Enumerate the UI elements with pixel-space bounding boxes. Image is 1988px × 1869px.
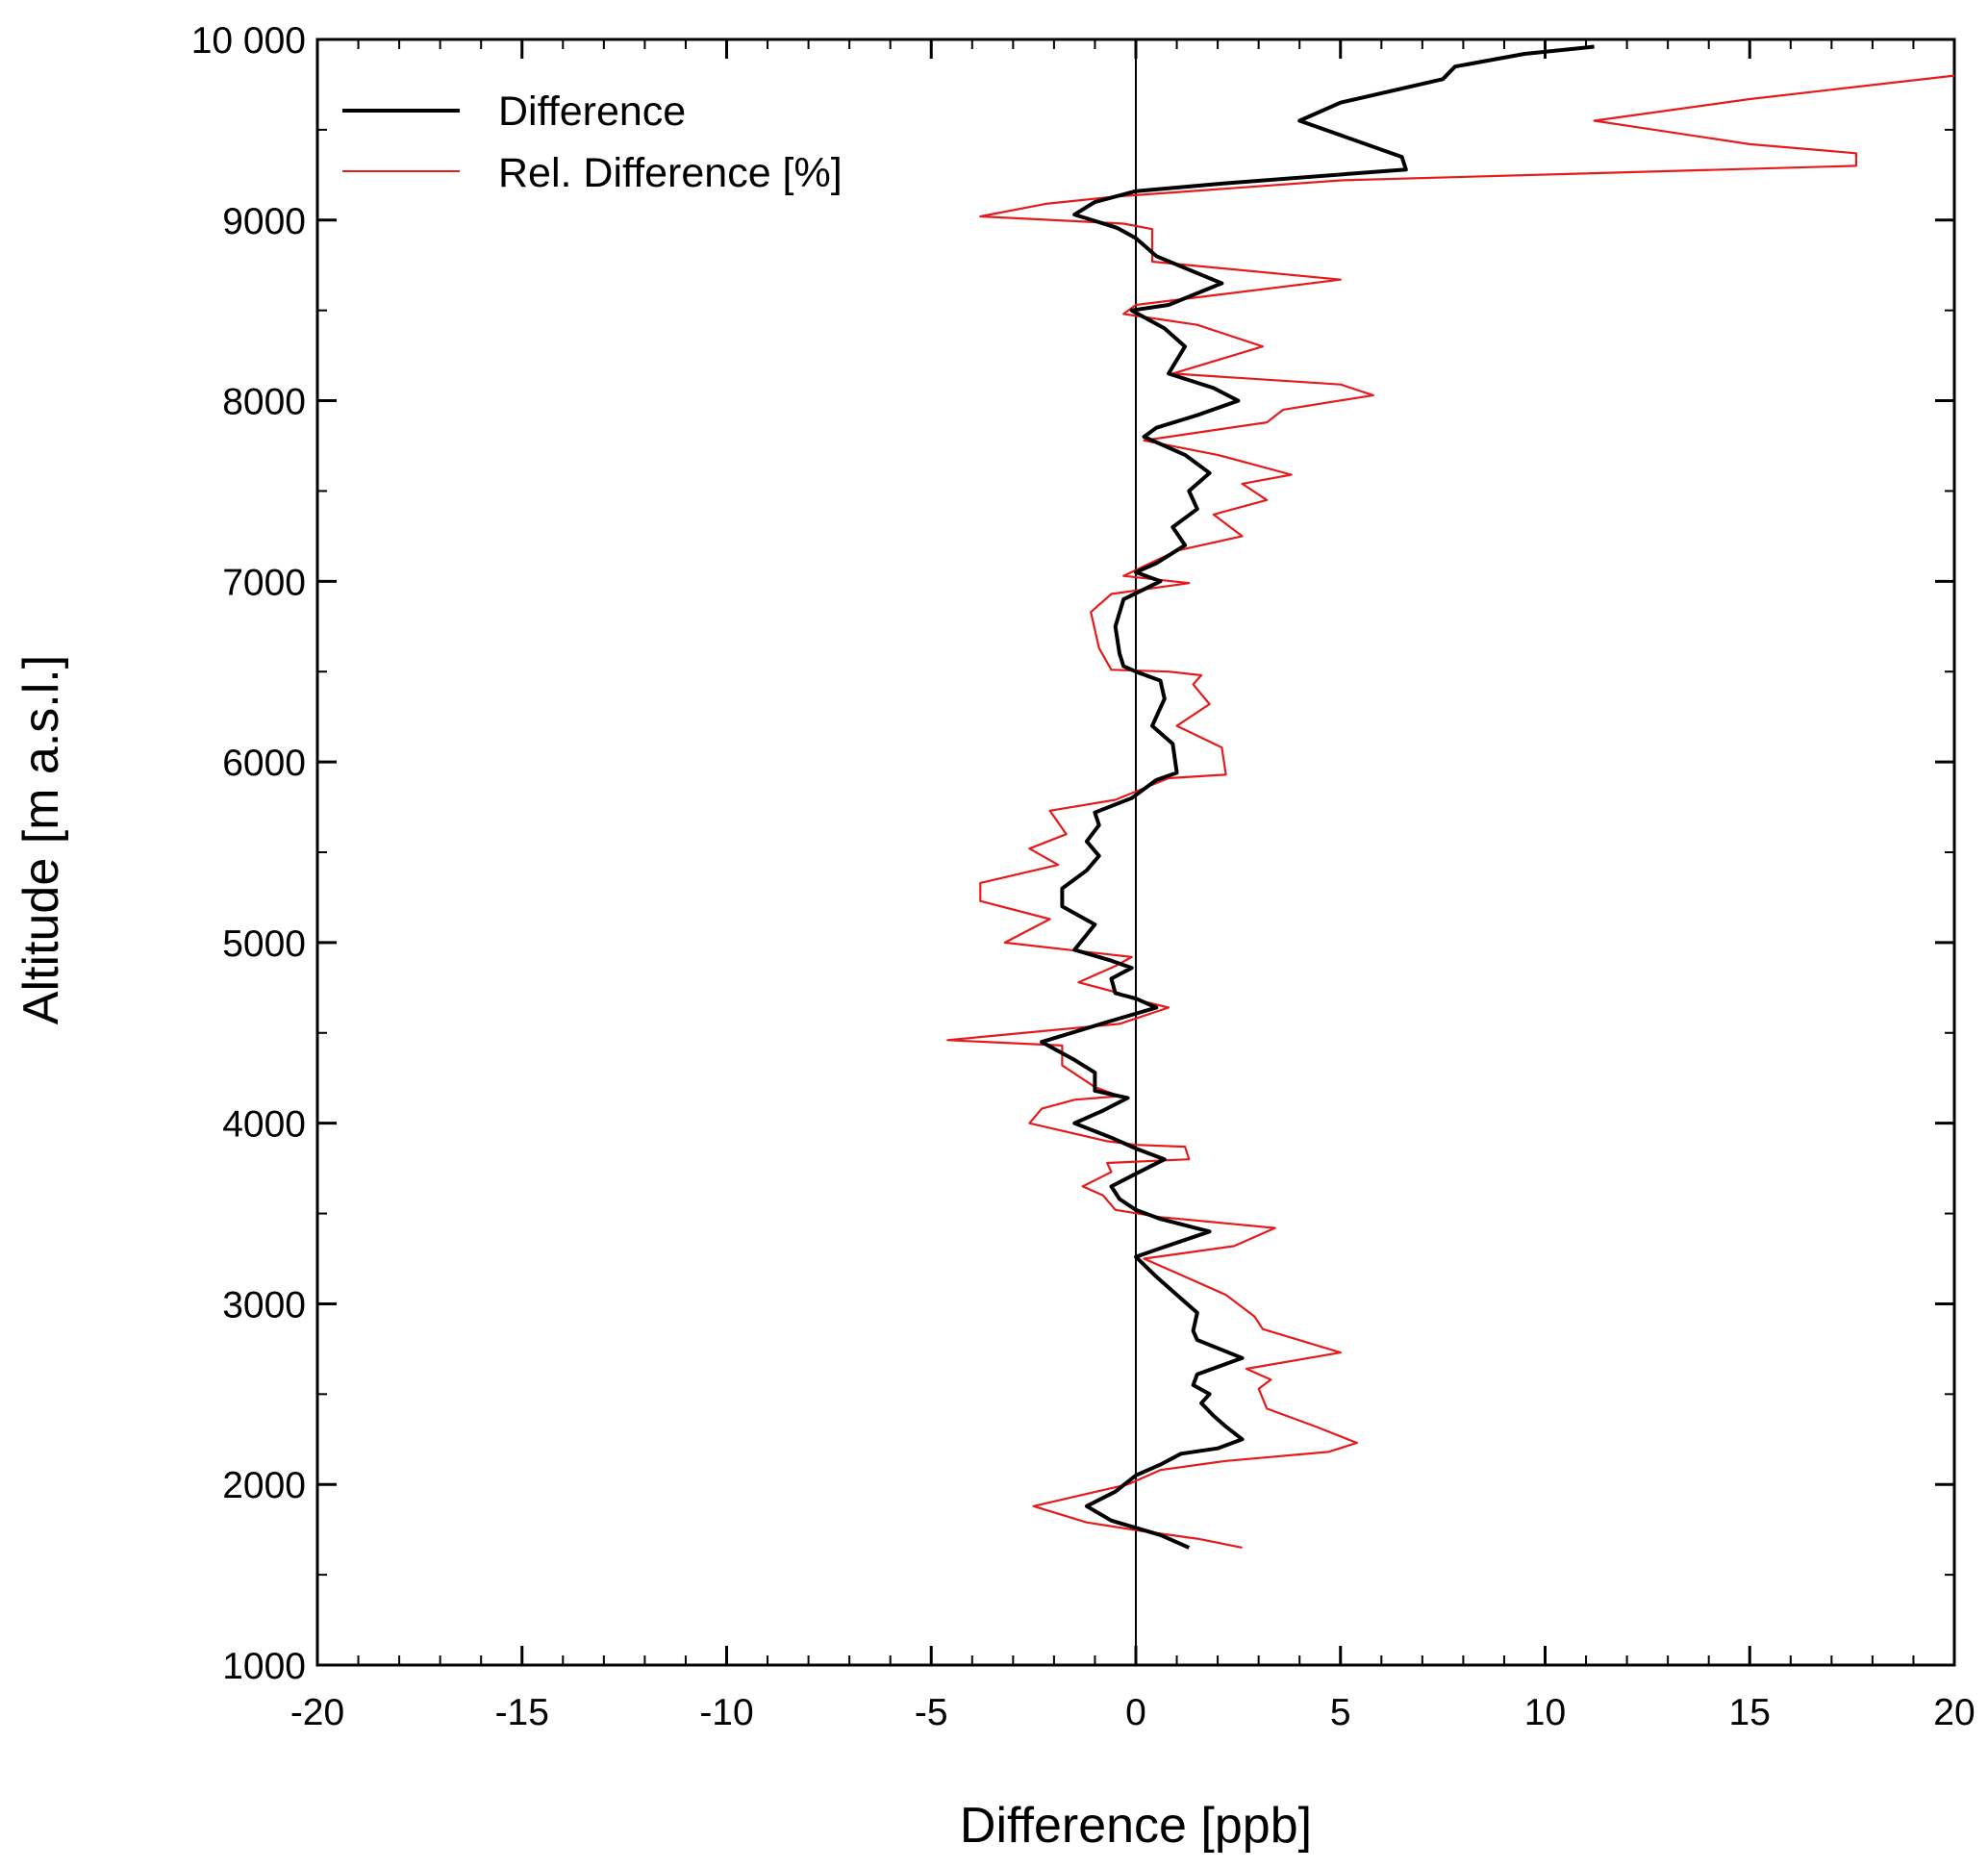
y-tick-label: 3000 <box>222 1284 306 1326</box>
y-tick-label: 4000 <box>222 1104 306 1146</box>
x-tick-label: -20 <box>290 1692 344 1733</box>
y-tick-label: 7000 <box>222 562 306 603</box>
y-tick-label: 1000 <box>222 1646 306 1687</box>
x-tick-label: 0 <box>1125 1692 1146 1733</box>
x-tick-label: 15 <box>1729 1692 1771 1733</box>
y-tick-label: 8000 <box>222 382 306 423</box>
y-tick-label: 2000 <box>222 1465 306 1506</box>
x-tick-label: 10 <box>1524 1692 1566 1733</box>
y-axis-title: Altitude [m a.s.l.] <box>13 655 69 1024</box>
legend-label-difference: Difference <box>498 88 686 135</box>
y-tick-label: 10 000 <box>191 20 306 62</box>
x-tick-label: -5 <box>915 1692 948 1733</box>
x-tick-label: -10 <box>699 1692 753 1733</box>
x-tick-label: 5 <box>1330 1692 1351 1733</box>
x-tick-label: -15 <box>495 1692 549 1733</box>
y-tick-label: 9000 <box>222 201 306 242</box>
y-tick-label: 6000 <box>222 743 306 784</box>
series-line-difference <box>1040 44 1595 1550</box>
series-layer <box>946 44 1955 1550</box>
series-line-rel-difference <box>946 74 1955 1549</box>
x-tick-labels: -20 -15 -10 -5 0 5 10 15 20 <box>290 1692 1975 1733</box>
legend-label-rel-difference: Rel. Difference [%] <box>498 150 843 196</box>
y-tick-labels: 1000 2000 3000 4000 5000 6000 7000 8000 9000 10 0… <box>191 20 306 1687</box>
legend: Difference Rel. Difference [%] <box>342 88 843 196</box>
x-tick-label: 20 <box>1933 1692 1975 1733</box>
y-tick-label: 5000 <box>222 923 306 965</box>
x-axis-title: Difference [ppb] <box>960 1798 1312 1854</box>
